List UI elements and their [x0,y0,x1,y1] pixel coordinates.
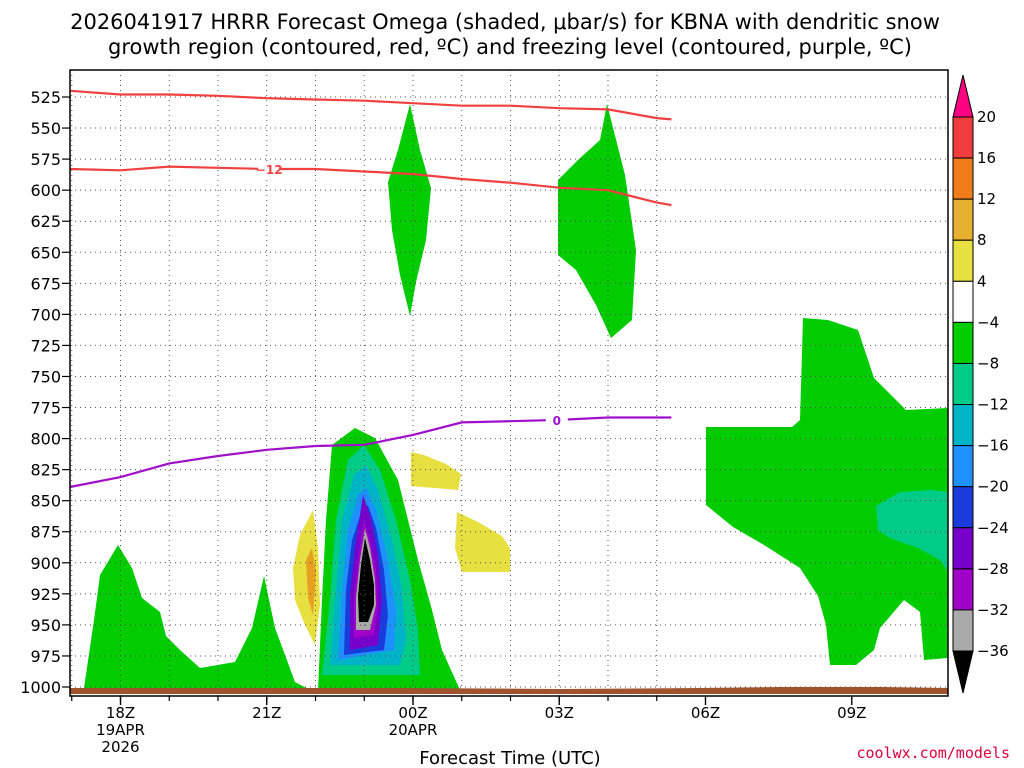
x-tick-label: 06Z [691,704,720,722]
colorbar-label: 16 [977,149,996,167]
contour-label-bg [258,161,281,177]
colorbar-label: −32 [977,601,1009,619]
y-tick-label: 650 [30,243,61,262]
colorbar-swatch [952,239,974,282]
omega-region-weak-down-3 [455,512,510,572]
colorbar-swatch [952,568,974,611]
y-tick-label: 700 [30,305,61,324]
y-tick-label: 850 [30,492,61,511]
contour-label-freezing_level: 0 [553,414,561,428]
omega-region-right-green [706,318,948,665]
colorbar-label: −36 [977,642,1009,660]
y-tick-label: 800 [30,430,61,449]
x-tick-label: 00Z [398,704,427,722]
colorbar-label: 12 [977,190,996,208]
y-tick-label: 1000 [20,678,61,697]
y-tick-label: 925 [30,585,61,604]
omega-region-upper-plume-2 [558,104,636,338]
x-tick-label: 09Z [837,704,866,722]
colorbar-top-arrow [952,74,974,118]
y-tick-label: 525 [30,88,61,107]
y-tick-label: 725 [30,336,61,355]
x-tick-label: 03Z [545,704,574,722]
y-tick-label: 825 [30,461,61,480]
colorbar-swatch [952,157,974,200]
omega-shading [84,104,948,690]
plot-border [69,69,949,697]
y-tick-label: 675 [30,274,61,293]
contour-label-dgz_bottom: −12 [256,163,283,177]
colorbar-label: −8 [977,354,999,372]
omega-region-weak-down-2 [411,452,461,490]
y-tick-label: 550 [30,119,61,138]
colorbar-label: −4 [977,313,999,331]
source-credit: coolwx.com/models [856,744,1010,762]
colorbar-swatch [952,321,974,364]
x-tick-label: 19APR [96,721,145,739]
colorbar-label: −24 [977,519,1009,537]
y-tick-label: 750 [30,367,61,386]
y-tick-label: 950 [30,616,61,635]
colorbar-label: 8 [977,231,987,249]
colorbar-label: 20 [977,108,996,126]
colorbar-swatch [952,486,974,529]
chart-title-line-1: 2026041917 HRRR Forecast Omega (shaded, … [70,10,940,34]
y-tick-label: 975 [30,647,61,666]
omega-region-strongest [358,538,374,622]
contour-dgz_bottom [69,165,672,207]
chart-title-line-2: growth region (contoured, red, ºC) and f… [108,35,912,59]
y-tick-label: 600 [30,181,61,200]
contour-dgz_top [69,89,672,121]
x-tick-label: 18Z [106,704,135,722]
colorbar-swatch [952,527,974,570]
y-tick-label: 625 [30,212,61,231]
colorbar-swatch [952,280,974,323]
colorbar-label: −16 [977,437,1009,455]
y-tick-label: 900 [30,554,61,573]
omega-region-upper-plume-1 [388,104,431,316]
colorbar-swatch [952,198,974,241]
contour-label-bg [545,412,568,428]
x-tick-label: 20APR [389,721,438,739]
omega-region-weak-upward [84,545,310,690]
colorbar-swatch [952,362,974,406]
x-axis-title: Forecast Time (UTC) [419,748,600,768]
colorbar-label: 4 [977,272,987,290]
colorbar-swatch [952,116,974,159]
x-tick-label: 21Z [252,704,281,722]
colorbar-label: −12 [977,396,1009,414]
colorbar-swatch [952,404,974,447]
ground-surface [70,687,948,694]
y-tick-label: 775 [30,399,61,418]
colorbar-swatch [952,609,974,652]
x-tick-label: 2026 [101,738,139,756]
y-axis: 525 550 575 600 625 650 675 700 725 750 775 800 825 8… [20,88,70,697]
colorbar-label: −20 [977,478,1009,496]
colorbar-bottom-arrow [952,650,974,694]
colorbar: 20 16 12 8 4 −4 −8 −12 −16 −20 −24 −28 −32 −36 [952,74,1009,694]
y-tick-label: 575 [30,150,61,169]
temperature-contours: −12 0 [69,89,672,489]
colorbar-label: −28 [977,560,1009,578]
y-tick-label: 875 [30,523,61,542]
omega-region-down-orange [306,548,316,615]
colorbar-swatch [952,445,974,488]
